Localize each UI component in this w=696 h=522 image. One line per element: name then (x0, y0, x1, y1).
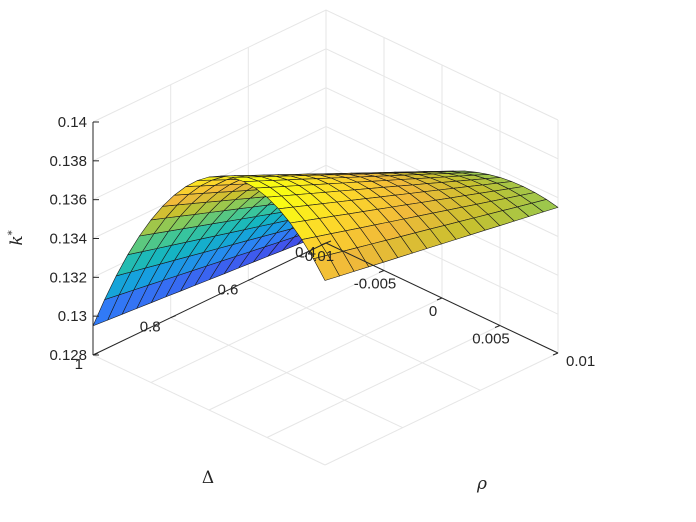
y-tick-label: 0.4 (295, 244, 316, 261)
z-tick-label: 0.128 (49, 347, 87, 364)
surface-patch (313, 254, 340, 281)
x-tick-label: 0 (429, 303, 437, 320)
y-axis-label: Δ (202, 468, 214, 488)
y-tick-label: 0.8 (140, 319, 161, 336)
x-axis-label: ρ (476, 474, 487, 494)
x-tick-label: 0.01 (566, 353, 595, 370)
y-tick-mark (170, 315, 176, 319)
z-axis-label: k* (7, 230, 27, 245)
x-tick-mark (494, 325, 501, 328)
tick-labels: 0.128 0.13 0.132 0.134 0.136 0.138 0.14 -0.01 -0… (49, 114, 595, 373)
z-tick-label: 0.14 (58, 114, 87, 131)
z-tick-label: 0.132 (49, 269, 87, 286)
x-tick-mark (378, 270, 385, 273)
z-tick-label: 0.138 (49, 153, 87, 170)
x-tick-mark (552, 352, 559, 356)
x-tick-mark (436, 297, 443, 301)
y-tick-mark (248, 277, 254, 281)
y-tick-label: 0.6 (217, 281, 238, 298)
surface-mesh (92, 170, 559, 327)
y-tick-mark (325, 240, 332, 244)
x-tick-label: -0.01 (300, 248, 334, 265)
y-tick-mark (92, 352, 99, 356)
z-tick-label: 0.136 (49, 192, 87, 209)
z-axis-label-superscript: * (7, 230, 18, 235)
x-tick-label: 0.005 (472, 331, 510, 348)
z-tick-label: 0.13 (58, 308, 87, 325)
x-tick-label: -0.005 (354, 276, 397, 293)
y-tick-label: 1 (75, 356, 83, 373)
z-tick-label: 0.134 (49, 231, 87, 248)
x-tick-mark (320, 242, 327, 246)
y-axis-line (92, 242, 327, 356)
z-axis-label-base: k (7, 235, 27, 245)
